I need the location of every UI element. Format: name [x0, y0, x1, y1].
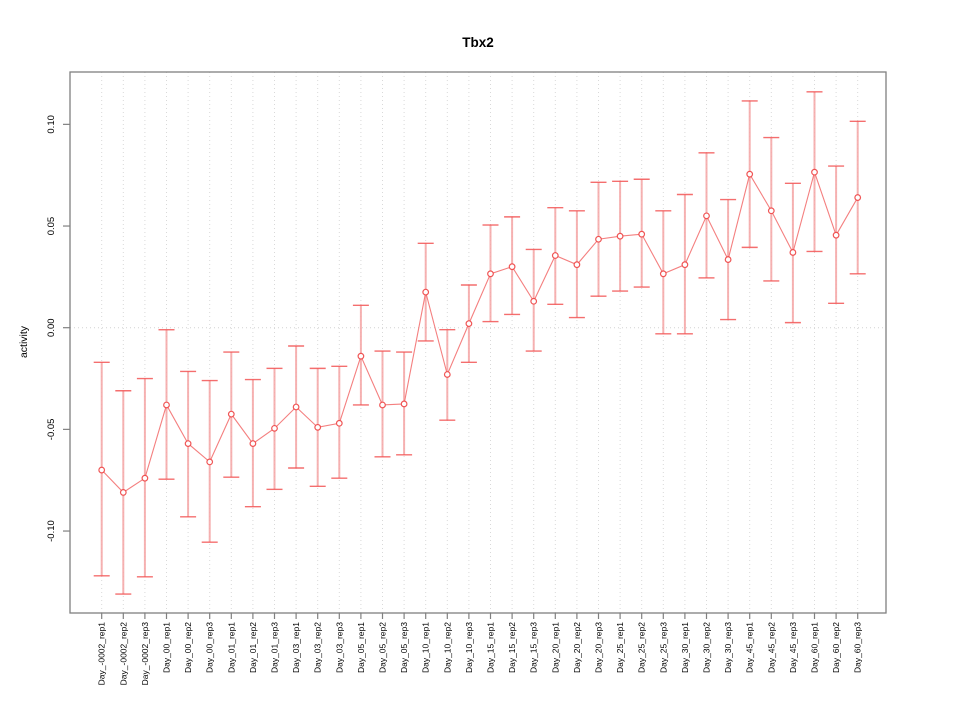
data-point — [443, 371, 451, 378]
data-point — [422, 288, 430, 296]
x-tick-label: Day_10_rep2 — [442, 622, 452, 673]
x-tick-label: Day_60_rep3 — [853, 622, 863, 673]
data-point — [811, 168, 818, 176]
data-point — [465, 320, 473, 328]
data-point — [854, 194, 862, 201]
x-tick-label: Day_05_rep3 — [399, 622, 409, 673]
x-tick-label: Day_30_rep3 — [723, 622, 733, 673]
x-tick-label: Day_10_rep3 — [464, 622, 474, 673]
x-tick-label: Day_15_rep1 — [486, 622, 496, 673]
data-point — [595, 235, 602, 243]
data-point — [659, 270, 667, 278]
y-axis-label: activity — [18, 325, 30, 358]
x-tick-label: Day_05_rep1 — [356, 622, 366, 673]
y-tick-label: -0.05 — [46, 419, 57, 441]
plot-frame — [69, 71, 887, 614]
x-tick-label: Day_03_rep2 — [313, 622, 323, 673]
x-tick-label: Day_10_rep1 — [421, 622, 431, 673]
data-point — [530, 297, 538, 305]
x-tick-label: Day_01_rep2 — [248, 622, 258, 673]
data-point — [638, 230, 646, 238]
x-tick-label: Day_45_rep2 — [766, 622, 776, 673]
x-tick-label: Day_05_rep2 — [378, 622, 388, 673]
x-tick-label: Day_00_rep2 — [183, 622, 193, 673]
data-point — [724, 256, 732, 263]
data-point — [681, 261, 689, 269]
x-tick-label: Day_25_rep2 — [637, 622, 647, 673]
x-tick-label: Day_03_rep1 — [291, 622, 301, 673]
x-tick-label: Day_-0002_rep2 — [118, 622, 128, 686]
y-tick-label: 0.05 — [46, 217, 57, 236]
data-point — [119, 489, 127, 496]
data-point — [767, 207, 775, 215]
data-point — [98, 466, 106, 474]
x-tick-label: Day_20_rep3 — [594, 622, 604, 673]
y-tick-label: 0.10 — [46, 115, 57, 134]
data-point — [184, 440, 192, 448]
x-tick-label: Day_00_rep3 — [205, 622, 215, 673]
data-point — [508, 263, 516, 271]
x-tick-label: Day_03_rep3 — [334, 622, 344, 673]
data-point — [163, 401, 170, 409]
x-tick-label: Day_45_rep3 — [788, 622, 798, 673]
x-tick-label: Day_-0002_rep1 — [97, 622, 107, 686]
plot-area: -0.10 -0.05 0.00 0.05 0.10 Day_-0002_rep1 Day_… — [46, 71, 887, 686]
data-point — [357, 352, 365, 360]
data-point — [271, 424, 278, 432]
x-tick-label: Day_01_rep3 — [270, 622, 280, 673]
x-tick-label: Day_15_rep3 — [529, 622, 539, 673]
data-point — [141, 474, 149, 482]
data-point — [335, 419, 343, 427]
x-tick-label: Day_25_rep1 — [615, 622, 625, 673]
x-tick-label: Day_60_rep1 — [810, 622, 820, 673]
data-point — [616, 232, 624, 240]
data-point — [551, 252, 559, 259]
data-point — [379, 401, 386, 409]
x-tick-label: Day_00_rep1 — [162, 622, 172, 673]
y-tick-label: 0.00 — [46, 318, 57, 337]
data-point — [832, 231, 840, 239]
x-tick-label: Day_-0002_rep3 — [140, 622, 150, 686]
x-tick-label: Day_30_rep1 — [680, 622, 690, 673]
data-point — [292, 403, 300, 411]
x-tick-label: Day_60_rep2 — [831, 622, 841, 673]
x-tick-label: Day_01_rep1 — [226, 622, 236, 673]
x-tick-label: Day_25_rep3 — [658, 622, 668, 673]
data-point — [206, 458, 214, 466]
data-point — [400, 400, 408, 408]
series-line — [101, 170, 859, 494]
data-point — [746, 170, 754, 178]
chart-title: Tbx2 — [462, 35, 494, 50]
data-point — [573, 261, 581, 269]
data-point — [249, 440, 257, 448]
x-tick-label: Day_45_rep1 — [745, 622, 755, 673]
x-tick-label: Day_15_rep2 — [507, 622, 517, 673]
data-point — [227, 410, 235, 418]
data-point — [487, 270, 494, 278]
x-tick-label: Day_20_rep2 — [572, 622, 582, 673]
x-tick-label: Day_30_rep2 — [702, 622, 712, 673]
data-point — [314, 423, 322, 431]
y-tick-label: -0.10 — [46, 520, 57, 542]
data-point — [703, 212, 710, 220]
x-tick-label: Day_20_rep1 — [550, 622, 560, 673]
data-point — [789, 249, 797, 256]
